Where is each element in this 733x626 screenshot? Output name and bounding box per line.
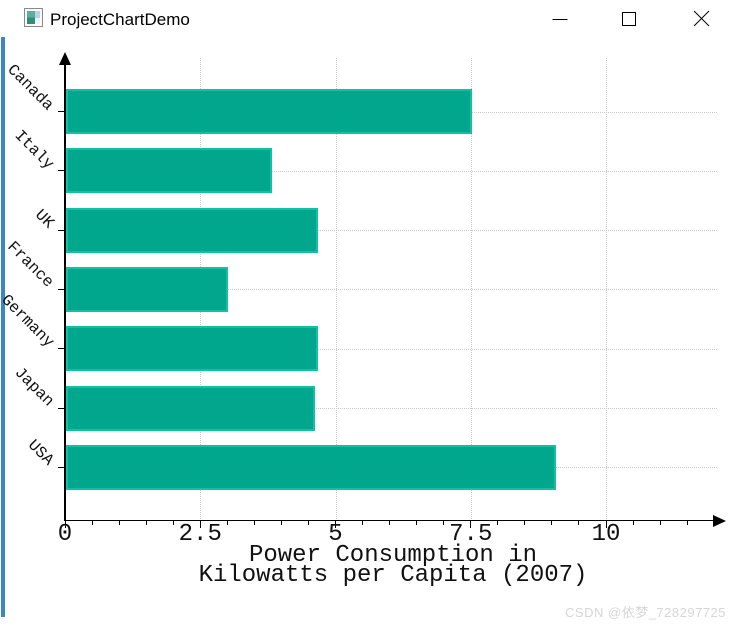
category-label-usa: USA (24, 436, 58, 470)
x-minor-tick (118, 520, 120, 525)
maximize-icon (622, 11, 636, 26)
x-minor-tick (226, 520, 228, 525)
y-axis-arrow-icon (59, 52, 71, 65)
x-minor-tick (362, 520, 364, 525)
x-minor-tick (578, 520, 580, 525)
grid-line-vertical (606, 58, 607, 521)
x-minor-tick (524, 520, 526, 525)
category-label-japan: Japan (10, 363, 58, 411)
bar-uk (66, 207, 318, 253)
x-minor-tick (307, 520, 309, 525)
x-minor-tick (389, 520, 391, 525)
grid-line-vertical (335, 58, 337, 521)
y-tick (58, 348, 65, 350)
bar-canada (66, 89, 472, 134)
x-minor-tick (551, 520, 553, 525)
minimize-button[interactable] (537, 0, 583, 37)
grid-line-vertical (470, 58, 472, 521)
category-label-uk: UK (31, 206, 58, 233)
category-label-canada: Canada (3, 60, 58, 114)
y-axis-line (64, 65, 66, 521)
x-tick-label: 2.5 (178, 521, 222, 548)
x-major-tick (64, 520, 66, 528)
category-label-france: France (3, 238, 58, 292)
grid-line-horizontal (66, 230, 717, 232)
x-axis-arrow-icon (713, 514, 726, 527)
y-tick (58, 229, 65, 231)
title-bar[interactable]: ProjectChartDemo (0, 0, 733, 37)
bar-usa (66, 444, 556, 490)
y-tick (58, 407, 65, 409)
x-minor-tick (443, 520, 445, 525)
x-axis-title-line-1: Power Consumption in (248, 542, 538, 569)
window-title: ProjectChartDemo (50, 10, 190, 29)
y-tick (58, 466, 65, 468)
x-minor-tick (280, 520, 282, 525)
bar-france (66, 266, 229, 312)
x-tick-label: 7.5 (449, 521, 493, 548)
grid-line-horizontal (66, 408, 717, 409)
x-minor-tick (497, 520, 499, 525)
y-tick (58, 111, 65, 112)
close-button[interactable] (678, 0, 724, 37)
y-tick (58, 288, 65, 290)
x-axis-title: Power Consumption in Kilowatts per Capit… (65, 542, 721, 589)
category-label-germany: Germany (0, 290, 58, 352)
x-minor-tick (416, 520, 418, 525)
y-tick (58, 170, 65, 172)
grid-line-horizontal (66, 170, 717, 172)
maximize-button[interactable] (606, 0, 652, 37)
x-tick-label: 0 (57, 521, 73, 548)
background-window-edge (1, 8, 5, 617)
x-major-tick (605, 520, 607, 528)
x-axis-title-line-2: Kilowatts per Capita (2007) (198, 561, 588, 589)
x-minor-tick (632, 520, 634, 525)
x-minor-tick (686, 520, 688, 525)
x-major-tick (470, 520, 472, 528)
category-label-italy: Italy (10, 126, 58, 174)
x-minor-tick (145, 520, 147, 525)
grid-line-horizontal (66, 348, 717, 350)
x-minor-tick (172, 520, 174, 525)
x-tick-label: 5 (328, 521, 343, 548)
x-minor-tick (91, 520, 93, 525)
minimize-icon (552, 18, 568, 20)
grid-line-horizontal (66, 289, 717, 291)
close-icon (693, 10, 709, 27)
bar-germany (66, 326, 318, 372)
x-minor-tick (253, 520, 255, 525)
bar-japan (66, 385, 315, 431)
x-tick-label: 10 (591, 521, 621, 548)
x-major-tick (335, 520, 336, 528)
app-icon[interactable] (24, 8, 43, 27)
x-major-tick (199, 520, 201, 528)
x-axis-line (65, 519, 713, 522)
watermark: CSDN @依梦_728297725 (565, 605, 726, 620)
x-minor-tick (659, 520, 661, 525)
x-minor-tick (713, 520, 715, 525)
bar-italy (66, 148, 272, 194)
